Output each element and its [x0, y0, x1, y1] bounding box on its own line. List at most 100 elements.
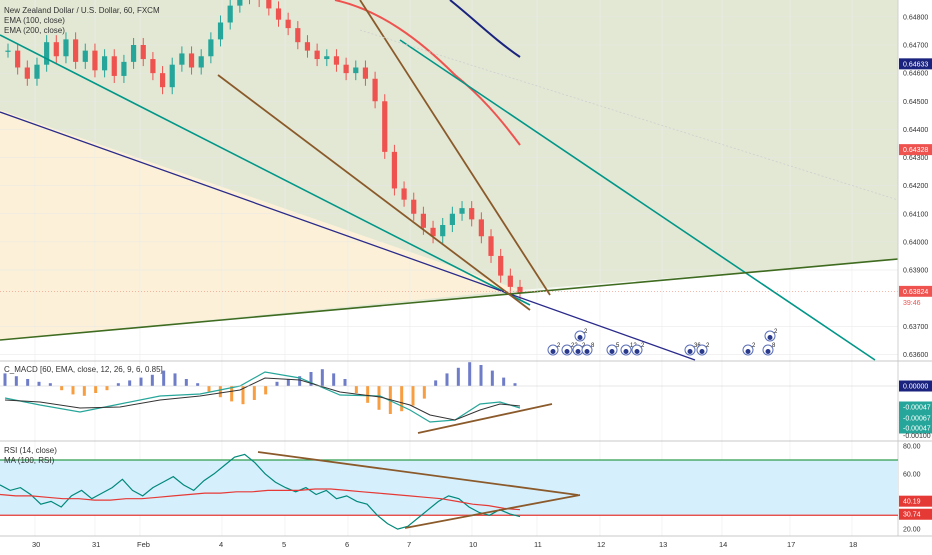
macd-tick-label: -0.00100: [903, 433, 931, 440]
time-tick-label: 30: [32, 540, 40, 549]
macd-histogram-bar: [490, 370, 494, 386]
macd-zero-value-label: 0.00000: [903, 384, 928, 391]
candle-body: [150, 59, 156, 74]
price-tick-label: 0.63900: [903, 268, 928, 275]
time-tick-label: 7: [407, 540, 411, 549]
macd-histogram-bar: [513, 383, 517, 386]
candle-body: [430, 227, 436, 237]
candle-body: [188, 53, 195, 68]
macd-histogram-bar: [82, 386, 86, 396]
event-badge-dot: [699, 349, 705, 354]
macd-histogram-bar: [71, 386, 75, 395]
macd-histogram-bar: [3, 373, 7, 386]
event-badge-count: 2: [752, 343, 756, 349]
price-scale-background: [898, 0, 932, 550]
macd-histogram-bar: [502, 377, 506, 386]
candle-body: [102, 56, 108, 71]
price-tick-label: 0.64300: [903, 155, 928, 162]
macd-histogram-bar: [37, 381, 41, 386]
time-tick-label: Feb: [137, 540, 150, 549]
price-tick-label: 0.63700: [903, 324, 928, 331]
candle-body: [488, 236, 494, 256]
event-badge-dot: [623, 349, 629, 354]
rsi-tick-label: 20.00: [903, 527, 921, 534]
candle-body: [53, 42, 59, 57]
macd-histogram-bar: [241, 386, 245, 405]
macd-signal-value-label: -0.00067: [903, 416, 931, 423]
macd-histogram-bar: [94, 386, 98, 393]
rsi-tick-label: 80.00: [903, 444, 921, 451]
candle-body: [140, 45, 146, 60]
macd-histogram-bar: [26, 379, 30, 386]
macd-histogram-bar: [468, 362, 472, 386]
macd-histogram-bar: [48, 383, 52, 386]
macd-histogram-bar: [286, 379, 290, 386]
candle-body: [266, 0, 272, 9]
macd-histogram-bar: [377, 386, 381, 410]
candle-body: [63, 39, 69, 57]
macd-histogram-bar: [207, 386, 211, 392]
bar-countdown-label: 39:46: [903, 300, 921, 307]
candle-body: [459, 208, 465, 214]
event-badge-dot: [550, 349, 556, 354]
ema200-line: [449, 0, 521, 58]
macd-histogram-bar: [320, 369, 324, 386]
macd-histogram-bar: [128, 380, 132, 386]
candle-body: [82, 50, 88, 62]
price-tick-label: 0.64200: [903, 183, 928, 190]
rsi-ma-line: [0, 488, 521, 511]
event-badge-count: 2: [557, 343, 561, 349]
macd-histogram-bar: [184, 379, 188, 386]
event-badge-count: 5: [616, 343, 620, 349]
rsi-tick-label: 60.00: [903, 471, 921, 478]
event-badge-dot: [634, 349, 640, 354]
event-badge-count: 36: [694, 343, 701, 349]
teal-trendline-lower: [0, 34, 531, 306]
macd-histogram-bar: [445, 373, 449, 386]
candle-body: [169, 64, 175, 88]
wedge-lower-line: [217, 74, 531, 311]
macd-histogram-bar: [400, 386, 404, 412]
wedge-upper-line: [359, 0, 551, 296]
candle-body: [179, 53, 185, 65]
macd-histogram-bar: [105, 386, 109, 391]
event-badge-count: 2: [706, 343, 710, 349]
candle-body: [130, 45, 137, 62]
event-badge-count: 2: [584, 329, 588, 335]
time-tick-label: 5: [282, 540, 286, 549]
time-tick-label: 6: [345, 540, 349, 549]
macd-histogram-bar: [298, 376, 302, 386]
macd-histogram-bar: [411, 386, 415, 406]
candle-body: [372, 78, 378, 102]
candle-body: [411, 199, 417, 214]
macd-histogram-bar: [173, 373, 177, 386]
time-tick-label: 18: [849, 540, 857, 549]
macd-histogram-bar: [456, 367, 460, 386]
ema200-value-label-bg: [899, 58, 932, 70]
candle-body: [237, 0, 243, 6]
rsi-ma-title: MA (100, RSI): [4, 456, 55, 465]
candle-body: [401, 188, 407, 200]
candle-body: [295, 28, 301, 43]
candle-body: [314, 50, 320, 60]
ema100-value-label: 0.64328: [903, 147, 928, 154]
macd-value-label-bg: [899, 401, 932, 413]
price-tick-label: 0.64800: [903, 14, 928, 21]
macd-histogram-bar: [60, 386, 64, 391]
price-tick-label: 0.63600: [903, 352, 928, 359]
navy-trendline: [0, 111, 696, 361]
macd-hist-value-label-bg: [899, 422, 932, 434]
time-tick-label: 10: [469, 540, 477, 549]
teal-trendline-upper: [399, 39, 876, 361]
ema100-value-label-bg: [899, 144, 932, 156]
event-badge-dot: [577, 335, 583, 340]
event-badge-dot: [745, 349, 751, 354]
candle-body: [382, 101, 388, 152]
macd-histogram-bar: [309, 372, 313, 386]
macd-histogram-bar: [162, 370, 166, 386]
event-badge-dot: [765, 349, 771, 354]
rsi-title: RSI (14, close): [4, 446, 57, 455]
candle-body: [44, 42, 50, 65]
